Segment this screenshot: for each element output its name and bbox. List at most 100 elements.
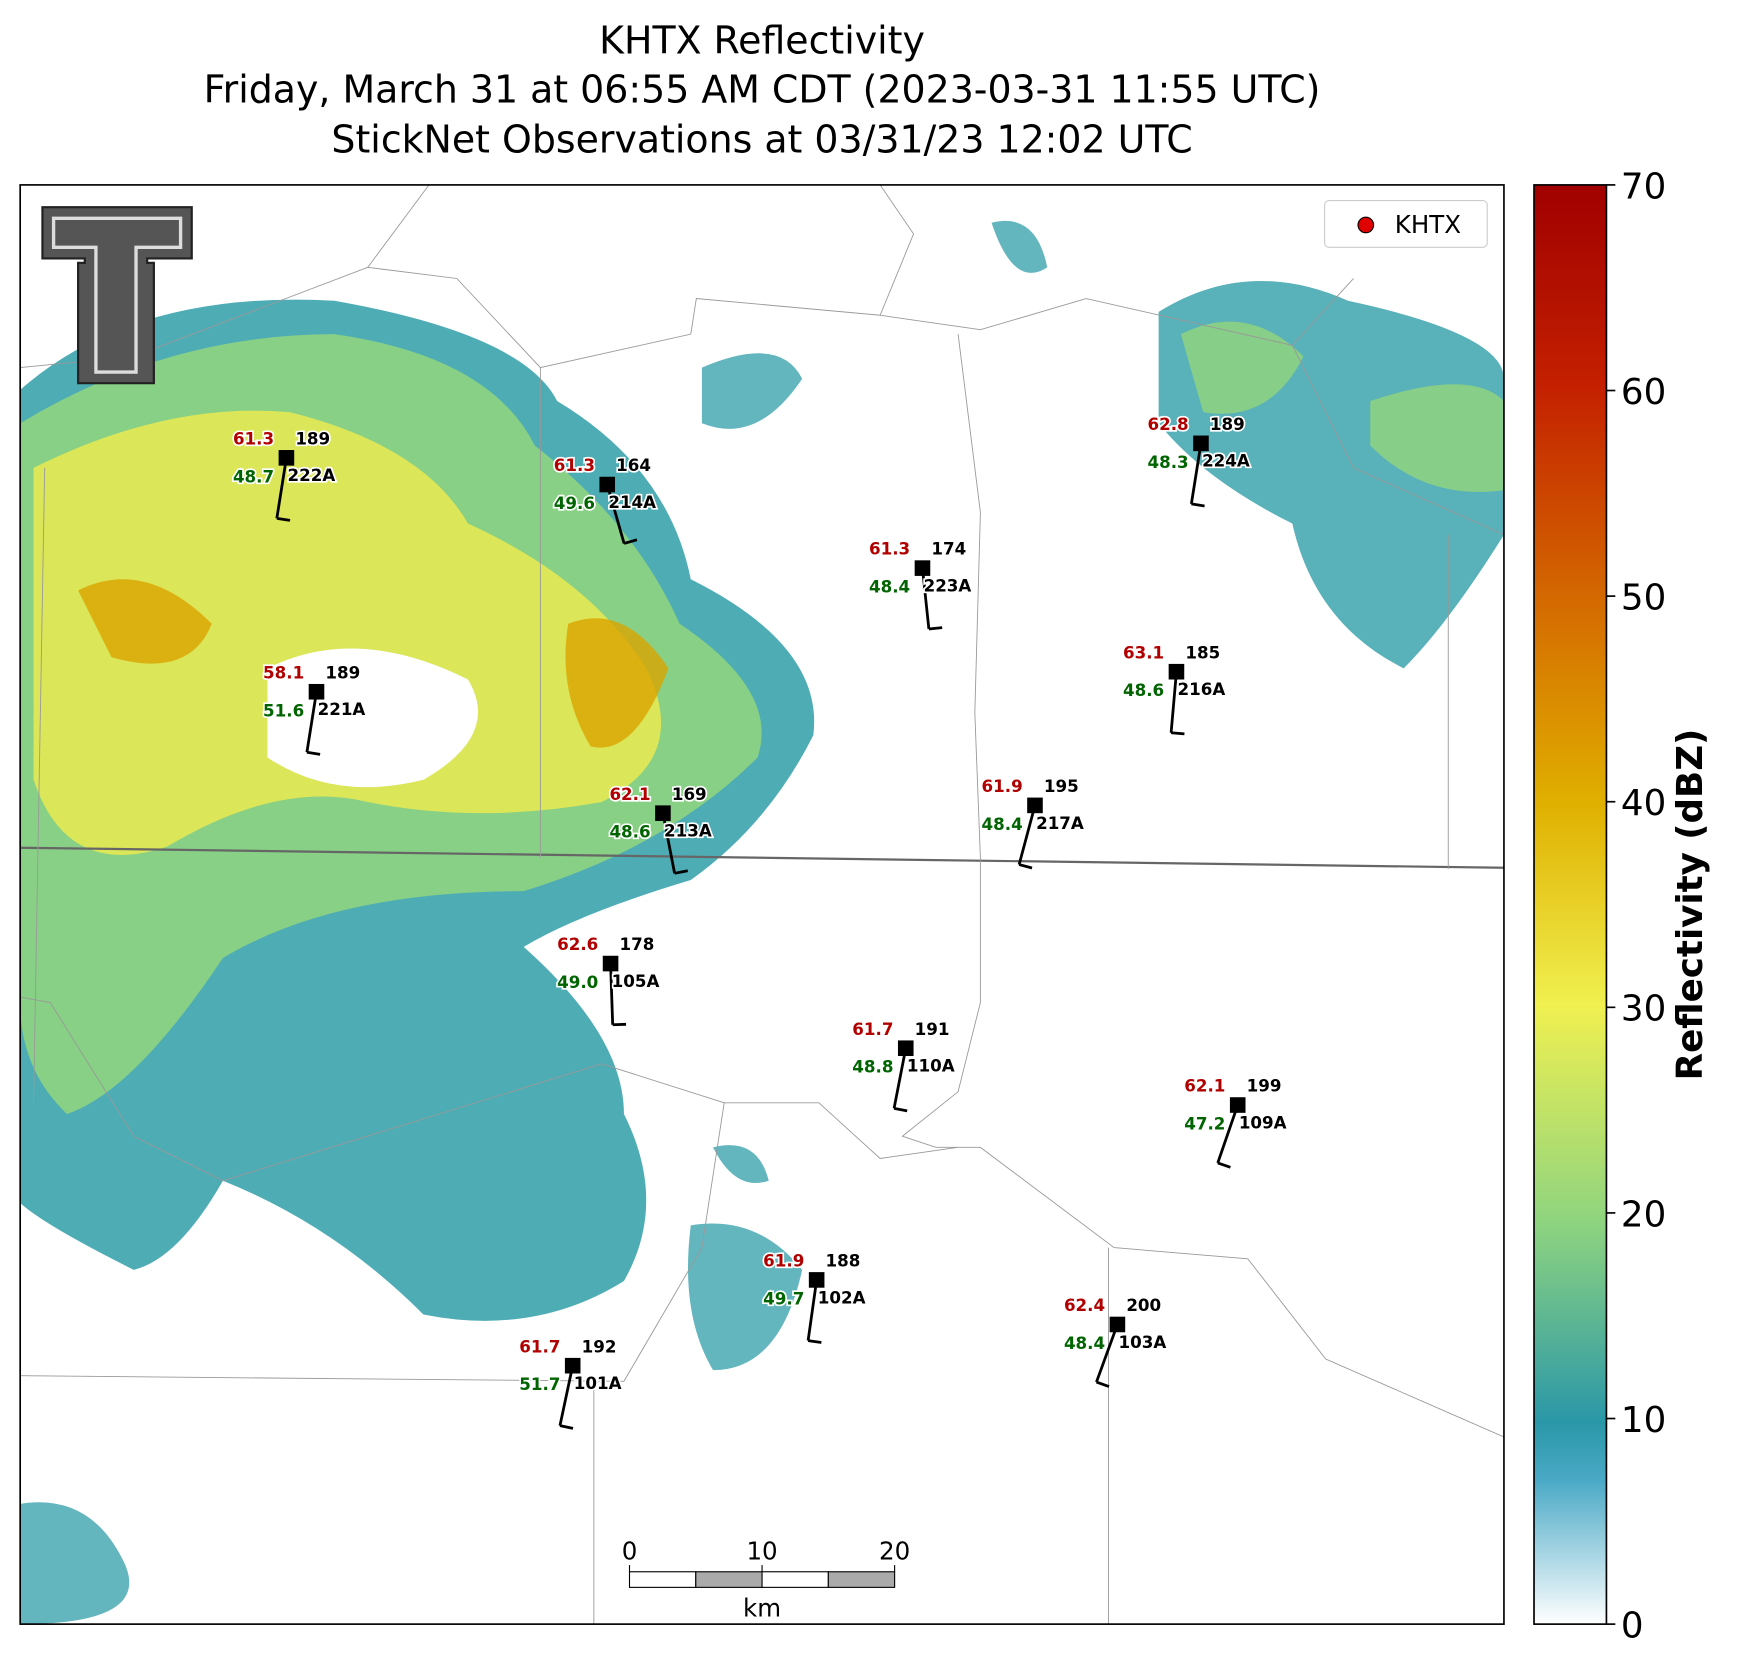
echo bbox=[1180, 321, 1504, 492]
wind-barb bbox=[1216, 1104, 1240, 1169]
temperature: 61.7 bbox=[519, 1336, 560, 1356]
station-marker bbox=[564, 1357, 581, 1374]
wind-barb bbox=[275, 457, 291, 522]
dewpoint: 48.7 bbox=[233, 466, 274, 486]
dewpoint: 49.7 bbox=[763, 1288, 804, 1308]
wind-direction: 191 bbox=[915, 1019, 950, 1039]
station-id: 102A bbox=[818, 1287, 866, 1307]
wind-direction: 189 bbox=[1210, 414, 1245, 434]
subtitle: Friday, March 31 at 06:55 AM CDT (2023-0… bbox=[204, 67, 1321, 111]
wind-barb bbox=[921, 567, 943, 631]
wind-direction: 192 bbox=[582, 1336, 617, 1356]
wind-direction: 188 bbox=[826, 1251, 861, 1271]
logo bbox=[41, 206, 193, 385]
legend-box bbox=[1324, 199, 1488, 248]
echo-hole bbox=[267, 648, 479, 788]
dewpoint: 48.4 bbox=[982, 814, 1023, 834]
station-marker bbox=[655, 805, 671, 821]
wind-direction: 164 bbox=[616, 455, 651, 475]
station-marker bbox=[599, 476, 616, 493]
wind-barb bbox=[661, 812, 688, 875]
station-id: 217A bbox=[1036, 813, 1084, 833]
temperature: 62.4 bbox=[1064, 1295, 1105, 1315]
dewpoint: 48.8 bbox=[852, 1057, 893, 1077]
temperature: 62.1 bbox=[1184, 1076, 1225, 1096]
station-id: 216A bbox=[1178, 679, 1226, 699]
wind-barb bbox=[1095, 1323, 1119, 1388]
state-line bbox=[20, 846, 1504, 869]
station-id: 223A bbox=[924, 576, 972, 596]
station-marker bbox=[1193, 435, 1209, 452]
temperature: 61.9 bbox=[982, 776, 1023, 796]
scale-label: 20 bbox=[879, 1537, 910, 1566]
subtitle: StickNet Observations at 03/31/23 12:02 … bbox=[331, 118, 1192, 162]
wind-barb bbox=[609, 963, 627, 1027]
wind-barb bbox=[605, 484, 638, 545]
temperature: 62.6 bbox=[557, 934, 598, 954]
station-marker bbox=[1109, 1316, 1126, 1333]
station-marker bbox=[914, 560, 931, 576]
wind-direction: 195 bbox=[1044, 776, 1079, 796]
wind-barb bbox=[1189, 443, 1205, 508]
scale-segment bbox=[827, 1571, 896, 1588]
station-marker bbox=[1027, 797, 1043, 814]
temperature: 61.3 bbox=[869, 539, 910, 559]
colorbar-tick-label: 50 bbox=[1621, 577, 1666, 618]
title: KHTX Reflectivity bbox=[599, 18, 925, 62]
station-marker bbox=[1229, 1097, 1246, 1113]
station-id: 213A bbox=[664, 821, 712, 841]
wind-direction: 169 bbox=[672, 784, 707, 804]
station-id: 222A bbox=[288, 465, 336, 485]
station-marker bbox=[1168, 663, 1185, 680]
wind-barb bbox=[1017, 805, 1037, 870]
wind-direction: 200 bbox=[1126, 1295, 1161, 1315]
echo bbox=[33, 410, 662, 855]
temperature: 63.1 bbox=[1123, 642, 1164, 662]
station-marker bbox=[602, 955, 619, 972]
wind-barb bbox=[305, 691, 321, 756]
colorbar-tick-label: 60 bbox=[1621, 372, 1666, 413]
temperature: 61.9 bbox=[763, 1251, 804, 1271]
station-id: 103A bbox=[1119, 1332, 1167, 1352]
station-marker bbox=[808, 1272, 825, 1288]
colorbar-tick-label: 30 bbox=[1621, 989, 1666, 1030]
dewpoint: 47.2 bbox=[1184, 1114, 1225, 1134]
dewpoint: 48.3 bbox=[1147, 452, 1188, 472]
station-id: 109A bbox=[1239, 1112, 1287, 1132]
dewpoint: 49.6 bbox=[554, 493, 595, 513]
dewpoint: 51.7 bbox=[519, 1374, 560, 1394]
station-marker bbox=[278, 450, 295, 466]
legend-marker bbox=[1357, 216, 1375, 234]
dewpoint: 48.6 bbox=[1123, 680, 1164, 700]
station-id: 221A bbox=[318, 699, 366, 719]
wind-direction: 174 bbox=[931, 539, 966, 559]
scale-segment bbox=[628, 1571, 697, 1588]
colorbar bbox=[1533, 184, 1608, 1625]
station-marker bbox=[897, 1040, 914, 1057]
scale-unit: km bbox=[743, 1593, 781, 1622]
colorbar-tick-label: 0 bbox=[1621, 1605, 1644, 1646]
dewpoint: 48.4 bbox=[1064, 1333, 1105, 1353]
dewpoint: 48.4 bbox=[869, 577, 910, 597]
wind-barb bbox=[892, 1047, 908, 1113]
dewpoint: 48.6 bbox=[609, 822, 650, 842]
wind-direction: 189 bbox=[295, 428, 330, 448]
wind-direction: 189 bbox=[325, 662, 360, 682]
temperature: 62.1 bbox=[609, 784, 650, 804]
temperature: 61.3 bbox=[554, 455, 595, 475]
temperature: 62.8 bbox=[1147, 414, 1188, 434]
wind-direction: 199 bbox=[1247, 1076, 1282, 1096]
wind-direction: 185 bbox=[1185, 642, 1220, 662]
colorbar-label: Reflectivity (dBZ) bbox=[1670, 729, 1711, 1081]
plot-frame bbox=[19, 184, 1505, 1625]
station-id: 105A bbox=[612, 971, 660, 991]
station-id: 101A bbox=[574, 1373, 622, 1393]
temperature: 58.1 bbox=[263, 662, 304, 682]
legend-label: KHTX bbox=[1395, 210, 1461, 239]
station-id: 224A bbox=[1202, 451, 1250, 471]
colorbar-tick-label: 20 bbox=[1621, 1194, 1666, 1235]
colorbar-tick-label: 10 bbox=[1621, 1400, 1666, 1441]
wind-barb bbox=[1169, 671, 1185, 736]
scale-segment bbox=[761, 1571, 829, 1588]
